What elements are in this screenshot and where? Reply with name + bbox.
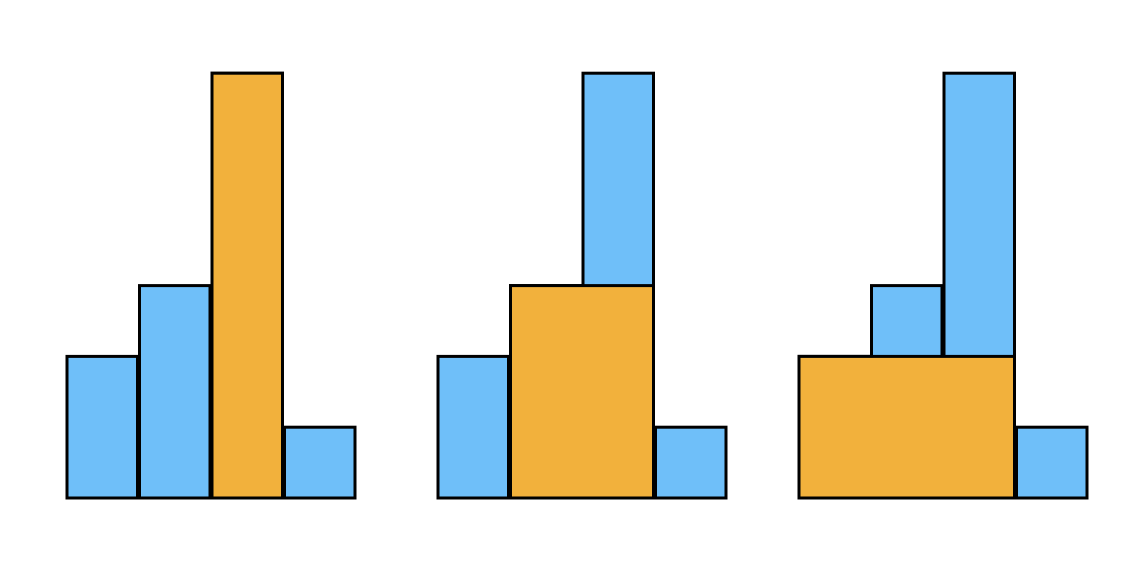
histogram-bar (283, 425, 357, 500)
histogram-bar (138, 284, 212, 500)
histogram-panel (797, 71, 1089, 500)
histogram-bar (654, 425, 728, 500)
histogram-bar (65, 354, 139, 500)
histogram-bar (1015, 425, 1089, 500)
largest-rectangle (797, 354, 1016, 500)
histogram-panel (436, 71, 728, 500)
histogram-panel (65, 71, 357, 500)
largest-rectangle (210, 71, 284, 500)
largest-rectangle (509, 284, 655, 500)
histogram-bar (436, 354, 510, 500)
